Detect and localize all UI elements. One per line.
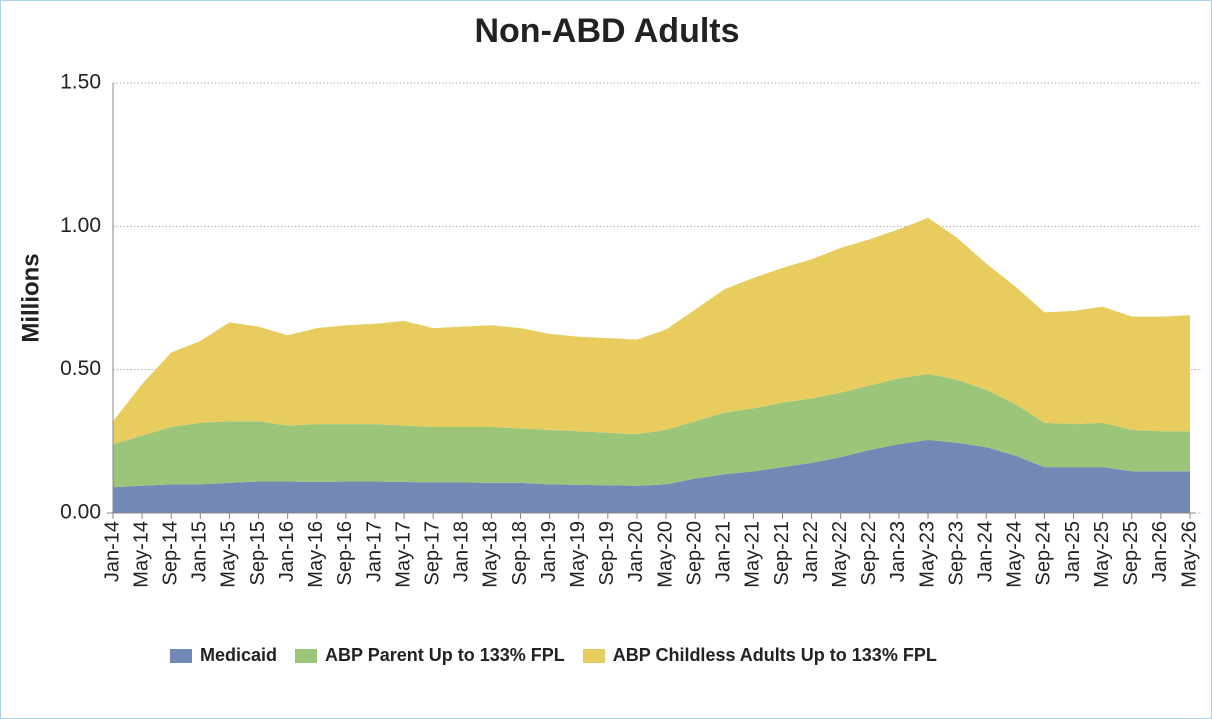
x-tick-label: Jan-22 bbox=[800, 521, 822, 582]
legend-label: ABP Parent Up to 133% FPL bbox=[325, 645, 565, 665]
x-tick-label: Jan-19 bbox=[538, 521, 560, 582]
chart-title: Non-ABD Adults bbox=[474, 12, 739, 50]
x-tick-label: Jan-23 bbox=[887, 521, 909, 582]
x-tick-label: May-14 bbox=[130, 521, 152, 588]
x-tick-label: Jan-14 bbox=[101, 521, 123, 582]
x-tick-label: Sep-22 bbox=[858, 521, 880, 586]
legend: Medicaid ABP Parent Up to 133% FPL ABP Chi… bbox=[170, 645, 955, 666]
y-axis-title: Millions bbox=[17, 253, 44, 342]
legend-swatch bbox=[582, 649, 605, 663]
x-tick-label: Sep-14 bbox=[159, 521, 181, 586]
y-tick-label: 1.00 bbox=[60, 214, 101, 237]
area bbox=[113, 373, 1190, 488]
x-tick-label: May-18 bbox=[480, 521, 502, 588]
x-tick-label: May-21 bbox=[742, 521, 764, 588]
x-tick-label: May-19 bbox=[567, 521, 589, 588]
x-tick-label: Sep-18 bbox=[509, 521, 531, 586]
legend-item: ABP Parent Up to 133% FPL bbox=[295, 645, 565, 666]
x-tick-label: Sep-16 bbox=[334, 521, 356, 586]
y-tick-label: 0.50 bbox=[60, 357, 101, 380]
x-tick-label: Jan-16 bbox=[276, 521, 298, 582]
area bbox=[113, 217, 1190, 445]
x-tick-label: Jan-26 bbox=[1149, 521, 1171, 582]
x-tick-label: Sep-23 bbox=[945, 521, 967, 586]
legend-swatch bbox=[295, 649, 318, 663]
legend-label: Medicaid bbox=[200, 645, 278, 665]
x-tick-label: Sep-24 bbox=[1033, 521, 1055, 586]
x-tick-label: Jan-24 bbox=[975, 521, 997, 582]
x-tick-label: May-22 bbox=[829, 521, 851, 588]
x-tick-label: May-25 bbox=[1091, 521, 1113, 588]
x-tick-label: May-17 bbox=[392, 521, 414, 588]
x-tick-label: Jan-20 bbox=[625, 521, 647, 582]
x-tick-label: Jan-21 bbox=[713, 521, 735, 582]
x-tick-label: May-16 bbox=[305, 521, 327, 588]
x-tick-label: May-24 bbox=[1004, 521, 1026, 588]
x-tick-label: Sep-20 bbox=[683, 521, 705, 586]
x-tick-label: Sep-21 bbox=[771, 521, 793, 586]
legend-item: Medicaid bbox=[170, 645, 277, 666]
x-tick-label: Jan-18 bbox=[451, 521, 473, 582]
x-tick-label: May-15 bbox=[218, 521, 240, 588]
x-tick-label: May-20 bbox=[654, 521, 676, 588]
legend-item: ABP Childless Adults Up to 133% FPL bbox=[582, 645, 937, 666]
x-tick-label: Jan-17 bbox=[363, 521, 385, 582]
x-tick-label: Sep-15 bbox=[247, 521, 269, 586]
legend-swatch bbox=[170, 649, 192, 663]
y-tick-label: 0.00 bbox=[60, 501, 101, 524]
legend-label: ABP Childless Adults Up to 133% FPL bbox=[612, 645, 937, 665]
x-tick-label: Jan-25 bbox=[1062, 521, 1084, 582]
x-tick-label: Jan-15 bbox=[189, 521, 211, 582]
x-tick-label: May-26 bbox=[1178, 521, 1200, 588]
x-tick-label: Sep-17 bbox=[421, 521, 443, 586]
x-tick-label: Sep-25 bbox=[1120, 521, 1142, 586]
x-tick-label: May-23 bbox=[916, 521, 938, 588]
y-tick-label: 1.50 bbox=[60, 71, 101, 94]
x-tick-label: Sep-19 bbox=[596, 521, 618, 586]
area bbox=[113, 439, 1190, 513]
